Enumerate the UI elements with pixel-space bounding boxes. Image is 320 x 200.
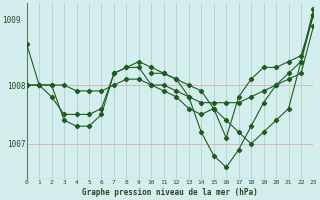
X-axis label: Graphe pression niveau de la mer (hPa): Graphe pression niveau de la mer (hPa) [82,188,258,197]
Text: 1009: 1009 [2,16,20,25]
